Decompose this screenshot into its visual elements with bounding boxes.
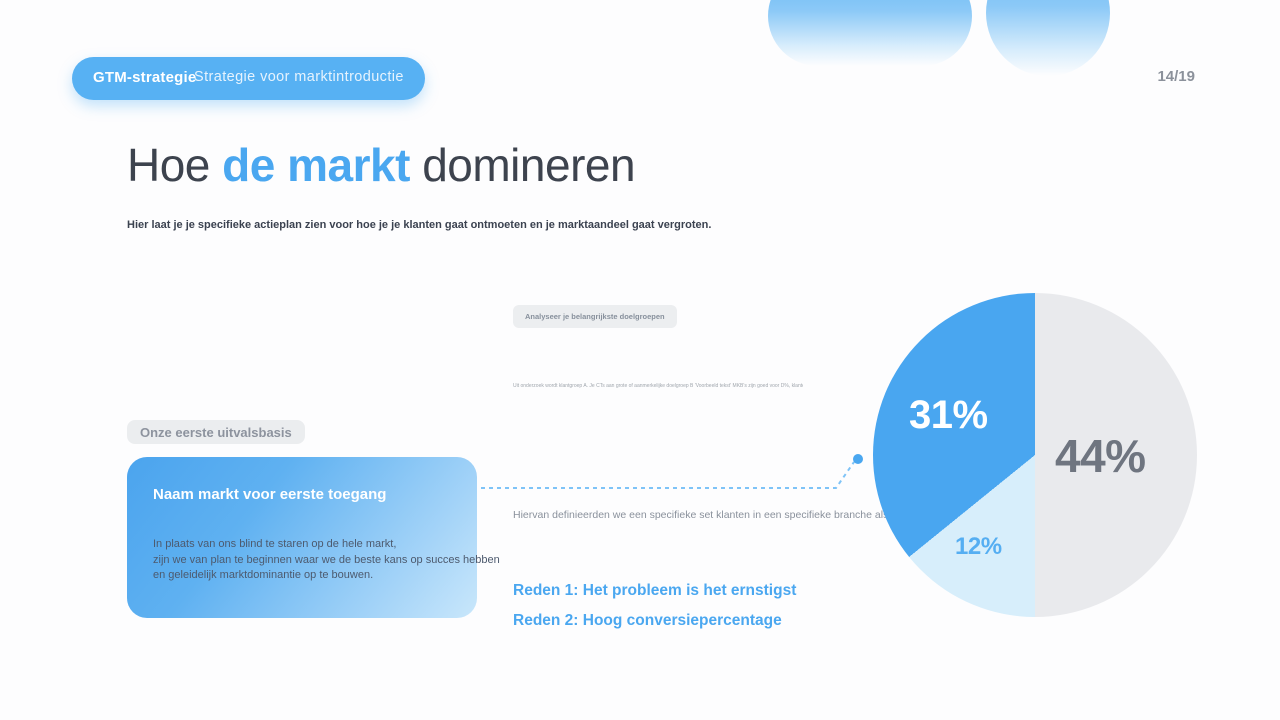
definition-text: Hiervan definieerden we een specifieke s… xyxy=(513,509,966,521)
connector-dashed-line xyxy=(481,454,863,489)
analysis-badge: Analyseer je belangrijkste doelgroepen xyxy=(513,305,677,328)
page-number: 14/19 xyxy=(1157,68,1195,85)
first-base-label: Onze eerste uitvalsbasis xyxy=(127,420,305,444)
title-prefix: Hoe xyxy=(127,139,223,191)
reason-1: Reden 1: Het probleem is het ernstigst xyxy=(513,582,797,599)
title-suffix: domineren xyxy=(409,139,636,191)
market-card-body-line: In plaats van ons blind te staren op de … xyxy=(153,538,397,550)
title-highlight: de markt xyxy=(222,139,410,191)
reason-2: Reden 2: Hoog conversiepercentage xyxy=(513,612,782,629)
pie-label-31: 31% xyxy=(909,393,988,437)
page-subtitle: Hier laat je je specifieke actieplan zie… xyxy=(127,219,712,231)
analysis-caption: Uit onderzoek wordt klantgroep A. Je CTs… xyxy=(513,383,803,389)
decor-circle-shape xyxy=(986,0,1110,76)
market-card-body-line: en geleidelijk marktdominantie op te bou… xyxy=(153,569,374,581)
market-access-card[interactable]: Naam markt voor eerste toegang In plaats… xyxy=(127,457,500,618)
market-card-body-line: zijn we van plan te beginnen waar we de … xyxy=(153,553,500,566)
pie-label-12: 12% xyxy=(955,533,1002,560)
pie-label-44: 44% xyxy=(1055,430,1146,482)
market-card-title: Naam markt voor eerste toegang xyxy=(153,486,387,503)
connector-dot xyxy=(853,454,863,464)
section-tag-pill[interactable]: GTM-strategie Strategie voor marktintrod… xyxy=(72,57,425,100)
section-tag-overlay-label: Strategie voor marktintroductie xyxy=(194,69,404,85)
reasons-list: Reden 1: Het probleem is het ernstigst R… xyxy=(513,576,796,636)
decor-pill-shape xyxy=(768,0,972,66)
market-card-body: In plaats van ons blind te staren op de … xyxy=(153,537,500,584)
section-tag-label: GTM-strategie xyxy=(93,69,197,86)
page-title: Hoe de markt domineren xyxy=(127,138,636,192)
market-share-pie-chart: 31% 44% 12% xyxy=(873,293,1197,617)
